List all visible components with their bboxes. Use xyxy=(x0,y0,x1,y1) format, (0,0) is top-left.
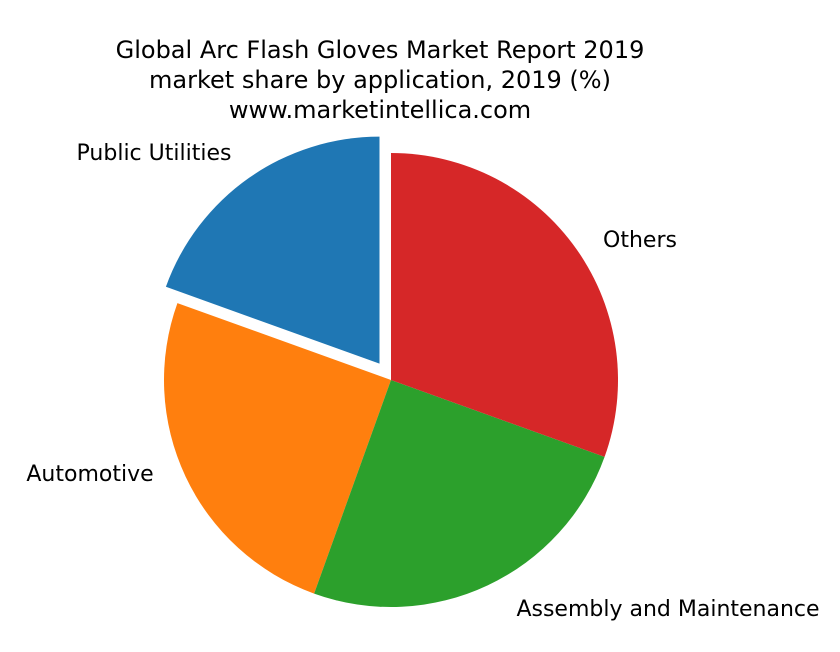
pie-slice-automotive xyxy=(164,303,391,594)
chart-title-line-2: market share by application, 2019 (%) xyxy=(149,66,611,94)
pie-slice-public-utilities xyxy=(165,136,380,364)
pie-labels: Public Utilities Automotive Assembly and M… xyxy=(26,141,819,622)
pie-slices xyxy=(164,136,618,607)
slice-label-automotive: Automotive xyxy=(26,462,153,487)
slice-label-others: Others xyxy=(603,228,677,253)
pie-slice-others xyxy=(391,153,618,457)
slice-label-assembly-and-maintenance: Assembly and Maintenance xyxy=(516,597,819,622)
chart-subtitle-url: www.marketintellica.com xyxy=(229,96,531,124)
chart-title-line-1: Global Arc Flash Gloves Market Report 20… xyxy=(116,36,645,64)
pie-slice-assembly-and-maintenance xyxy=(314,380,605,607)
slice-label-public-utilities: Public Utilities xyxy=(77,141,232,166)
chart-title: Global Arc Flash Gloves Market Report 20… xyxy=(116,36,645,124)
